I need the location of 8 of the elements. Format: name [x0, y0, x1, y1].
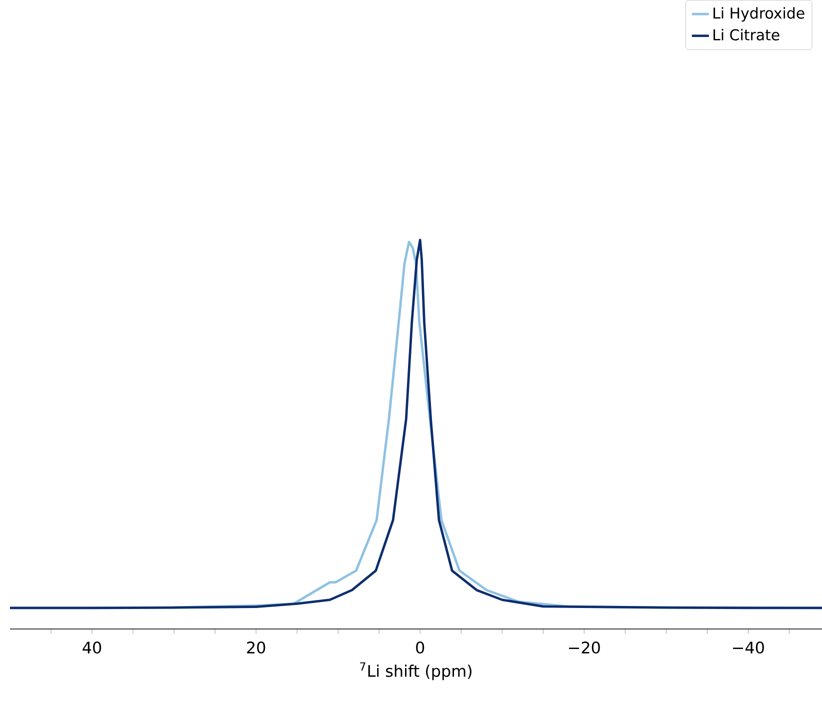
x-tick-label: 40: [82, 642, 102, 654]
x-tick-label: −40: [733, 642, 764, 654]
x-tick-label: −20: [569, 642, 600, 654]
x-tick-label: 20: [247, 642, 266, 654]
x-tick-label: 0: [416, 642, 424, 654]
legend-label: Li Citrate: [714, 28, 780, 40]
legend-label: Li Hydroxide: [714, 7, 804, 22]
x-axis-title: $^{7}$Li shift (ppm): [360, 662, 472, 680]
